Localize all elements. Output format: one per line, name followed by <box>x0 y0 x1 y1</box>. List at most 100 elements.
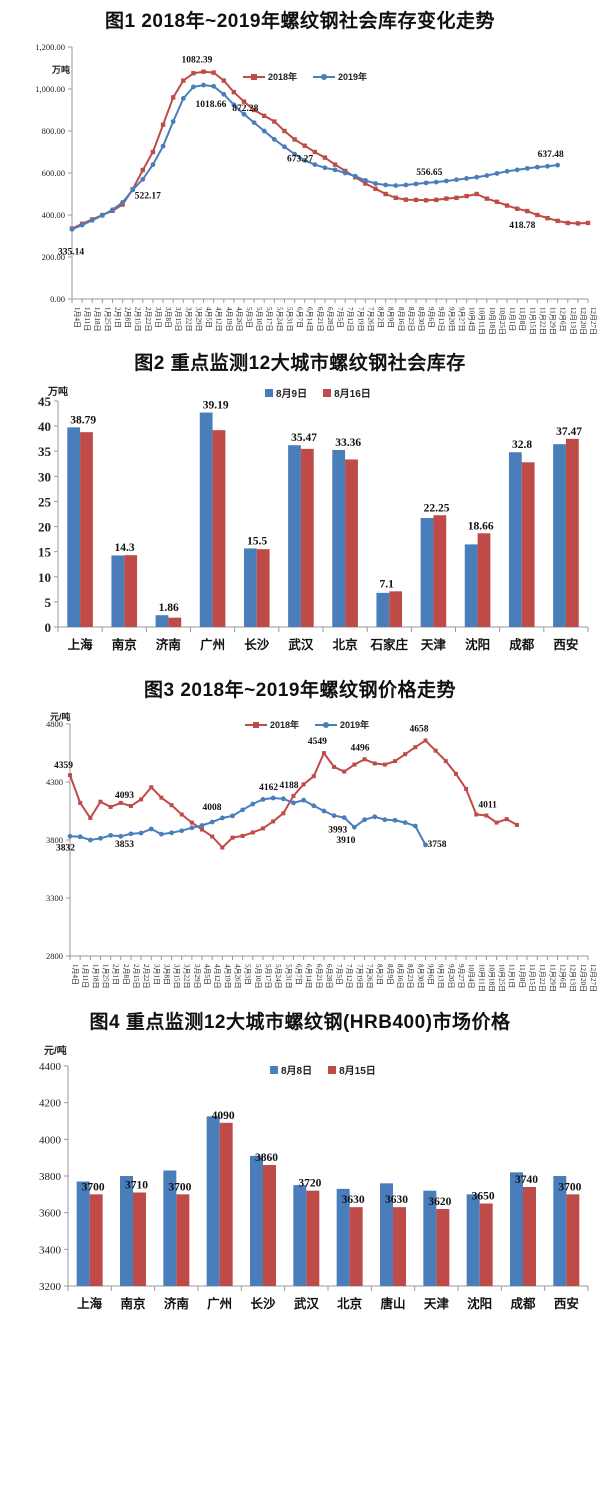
series-marker <box>140 176 146 182</box>
data-label: 3993 <box>328 826 347 836</box>
bar-8月15日 <box>393 1207 406 1286</box>
series-marker <box>453 771 458 776</box>
bar-8月16日 <box>300 448 314 627</box>
legend-item-aug9: 8月9日 <box>265 385 307 400</box>
series-marker <box>413 197 419 203</box>
figure-2-unit-label: 万吨 <box>48 387 68 398</box>
x-tick-label: 2月8日 <box>122 964 130 985</box>
series-marker <box>179 828 185 834</box>
series-marker <box>271 137 277 142</box>
legend-item-aug16: 8月16日 <box>323 385 371 400</box>
category-label: 唐山 <box>380 1296 405 1311</box>
x-tick-label: 8月2日 <box>377 307 385 328</box>
series-marker <box>280 796 286 802</box>
legend-swatch-blue-line <box>315 721 338 728</box>
x-tick-label: 2月15日 <box>132 964 140 989</box>
y-tick-label: 2800 <box>46 951 63 961</box>
x-tick-label: 5月24日 <box>275 307 283 332</box>
x-tick-label: 3月1日 <box>154 307 162 328</box>
series-marker <box>403 197 409 202</box>
series-marker <box>474 812 479 817</box>
series-marker <box>494 199 500 204</box>
y-tick-label: 3400 <box>39 1244 62 1256</box>
series-marker <box>241 99 247 104</box>
data-label: 3860 <box>255 1152 278 1164</box>
x-tick-label: 12月6日 <box>559 964 567 989</box>
series-marker <box>160 143 166 149</box>
data-label: 4090 <box>212 1110 235 1122</box>
x-tick-label: 7月26日 <box>366 964 374 989</box>
bar-8月9日 <box>420 518 434 627</box>
figure-4-legend: 8月8日 8月15日 <box>270 1062 376 1077</box>
data-label: 3758 <box>427 840 446 850</box>
x-tick-label: 8月16日 <box>396 964 404 989</box>
series-marker <box>159 831 164 837</box>
data-label: 4549 <box>308 737 327 747</box>
category-label: 北京 <box>333 637 359 652</box>
figure-4-unit-label: 元/吨 <box>44 1046 67 1057</box>
data-label: 3910 <box>336 836 355 846</box>
bar-8月9日 <box>376 592 390 627</box>
x-tick-label: 1月4日 <box>71 964 79 985</box>
bar-8月16日 <box>565 438 579 627</box>
series-marker <box>201 69 206 74</box>
x-tick-label: 3月29日 <box>193 964 201 989</box>
series-marker <box>108 832 114 838</box>
bar-8月9日 <box>111 555 125 627</box>
legend-item-2019-price: 2019年 <box>315 718 369 731</box>
series-marker <box>301 782 306 787</box>
series-marker <box>128 831 134 837</box>
series-marker <box>211 70 216 75</box>
data-label: 3832 <box>56 843 75 853</box>
series-marker <box>535 164 540 170</box>
x-tick-label: 4月26日 <box>234 964 242 989</box>
data-label: 4188 <box>279 781 298 791</box>
data-label: 3650 <box>472 1191 495 1203</box>
series-marker <box>444 196 449 201</box>
x-tick-label: 9月27日 <box>457 307 465 332</box>
bar-8月9日 <box>553 444 566 627</box>
x-tick-label: 5月31日 <box>285 307 293 332</box>
x-tick-label: 5月3日 <box>244 964 252 985</box>
legend-swatch-blue-box <box>270 1065 278 1074</box>
series-marker <box>372 814 378 820</box>
series-marker <box>412 823 418 829</box>
series-marker <box>514 206 520 211</box>
bar-8月16日 <box>80 432 93 627</box>
series-marker <box>322 155 328 160</box>
data-label: 37.47 <box>556 426 582 438</box>
series-marker <box>240 833 245 838</box>
y-tick-label: 400.00 <box>42 210 65 220</box>
x-tick-label: 6月14日 <box>306 307 314 332</box>
series-marker <box>140 167 146 173</box>
bar-8月9日 <box>508 452 522 627</box>
category-label: 广州 <box>200 637 225 652</box>
x-tick-label: 3月15日 <box>173 964 181 989</box>
series-marker <box>191 84 196 90</box>
series-marker <box>351 824 357 830</box>
series-marker <box>433 179 439 185</box>
series-marker <box>169 830 174 836</box>
series-marker <box>423 842 428 848</box>
x-tick-label: 9月20日 <box>447 964 455 989</box>
x-tick-label: 1月25日 <box>103 307 111 332</box>
series-marker <box>231 89 237 95</box>
report-page: 图1 2018年~2019年螺纹钢社会库存变化走势 万吨 2018年 2019年… <box>35 11 597 1311</box>
bar-8月15日 <box>566 1194 580 1286</box>
series-marker <box>130 187 136 193</box>
figure-4-plot: 3200 3400 3600 3800 4000 4200 4400 上海 3700 南京 3710… <box>39 1061 589 1311</box>
series-marker <box>413 181 419 187</box>
series-marker <box>464 176 469 181</box>
category-label: 西安 <box>553 637 578 652</box>
series-marker <box>77 834 83 840</box>
series-marker <box>545 163 550 169</box>
category-label: 广州 <box>207 1296 232 1311</box>
figure-3-title: 图3 2018年~2019年螺纹钢价格走势 <box>144 680 456 701</box>
x-tick-label: 3月22日 <box>184 307 192 332</box>
series-marker <box>525 208 530 214</box>
x-tick-label: 6月7日 <box>294 964 302 985</box>
data-label: 335.14 <box>58 248 84 258</box>
series-marker <box>230 835 235 840</box>
series-marker <box>504 203 510 208</box>
figure-4-title: 图4 重点监测12大城市螺纹钢(HRB400)市场价格 <box>89 1012 511 1033</box>
